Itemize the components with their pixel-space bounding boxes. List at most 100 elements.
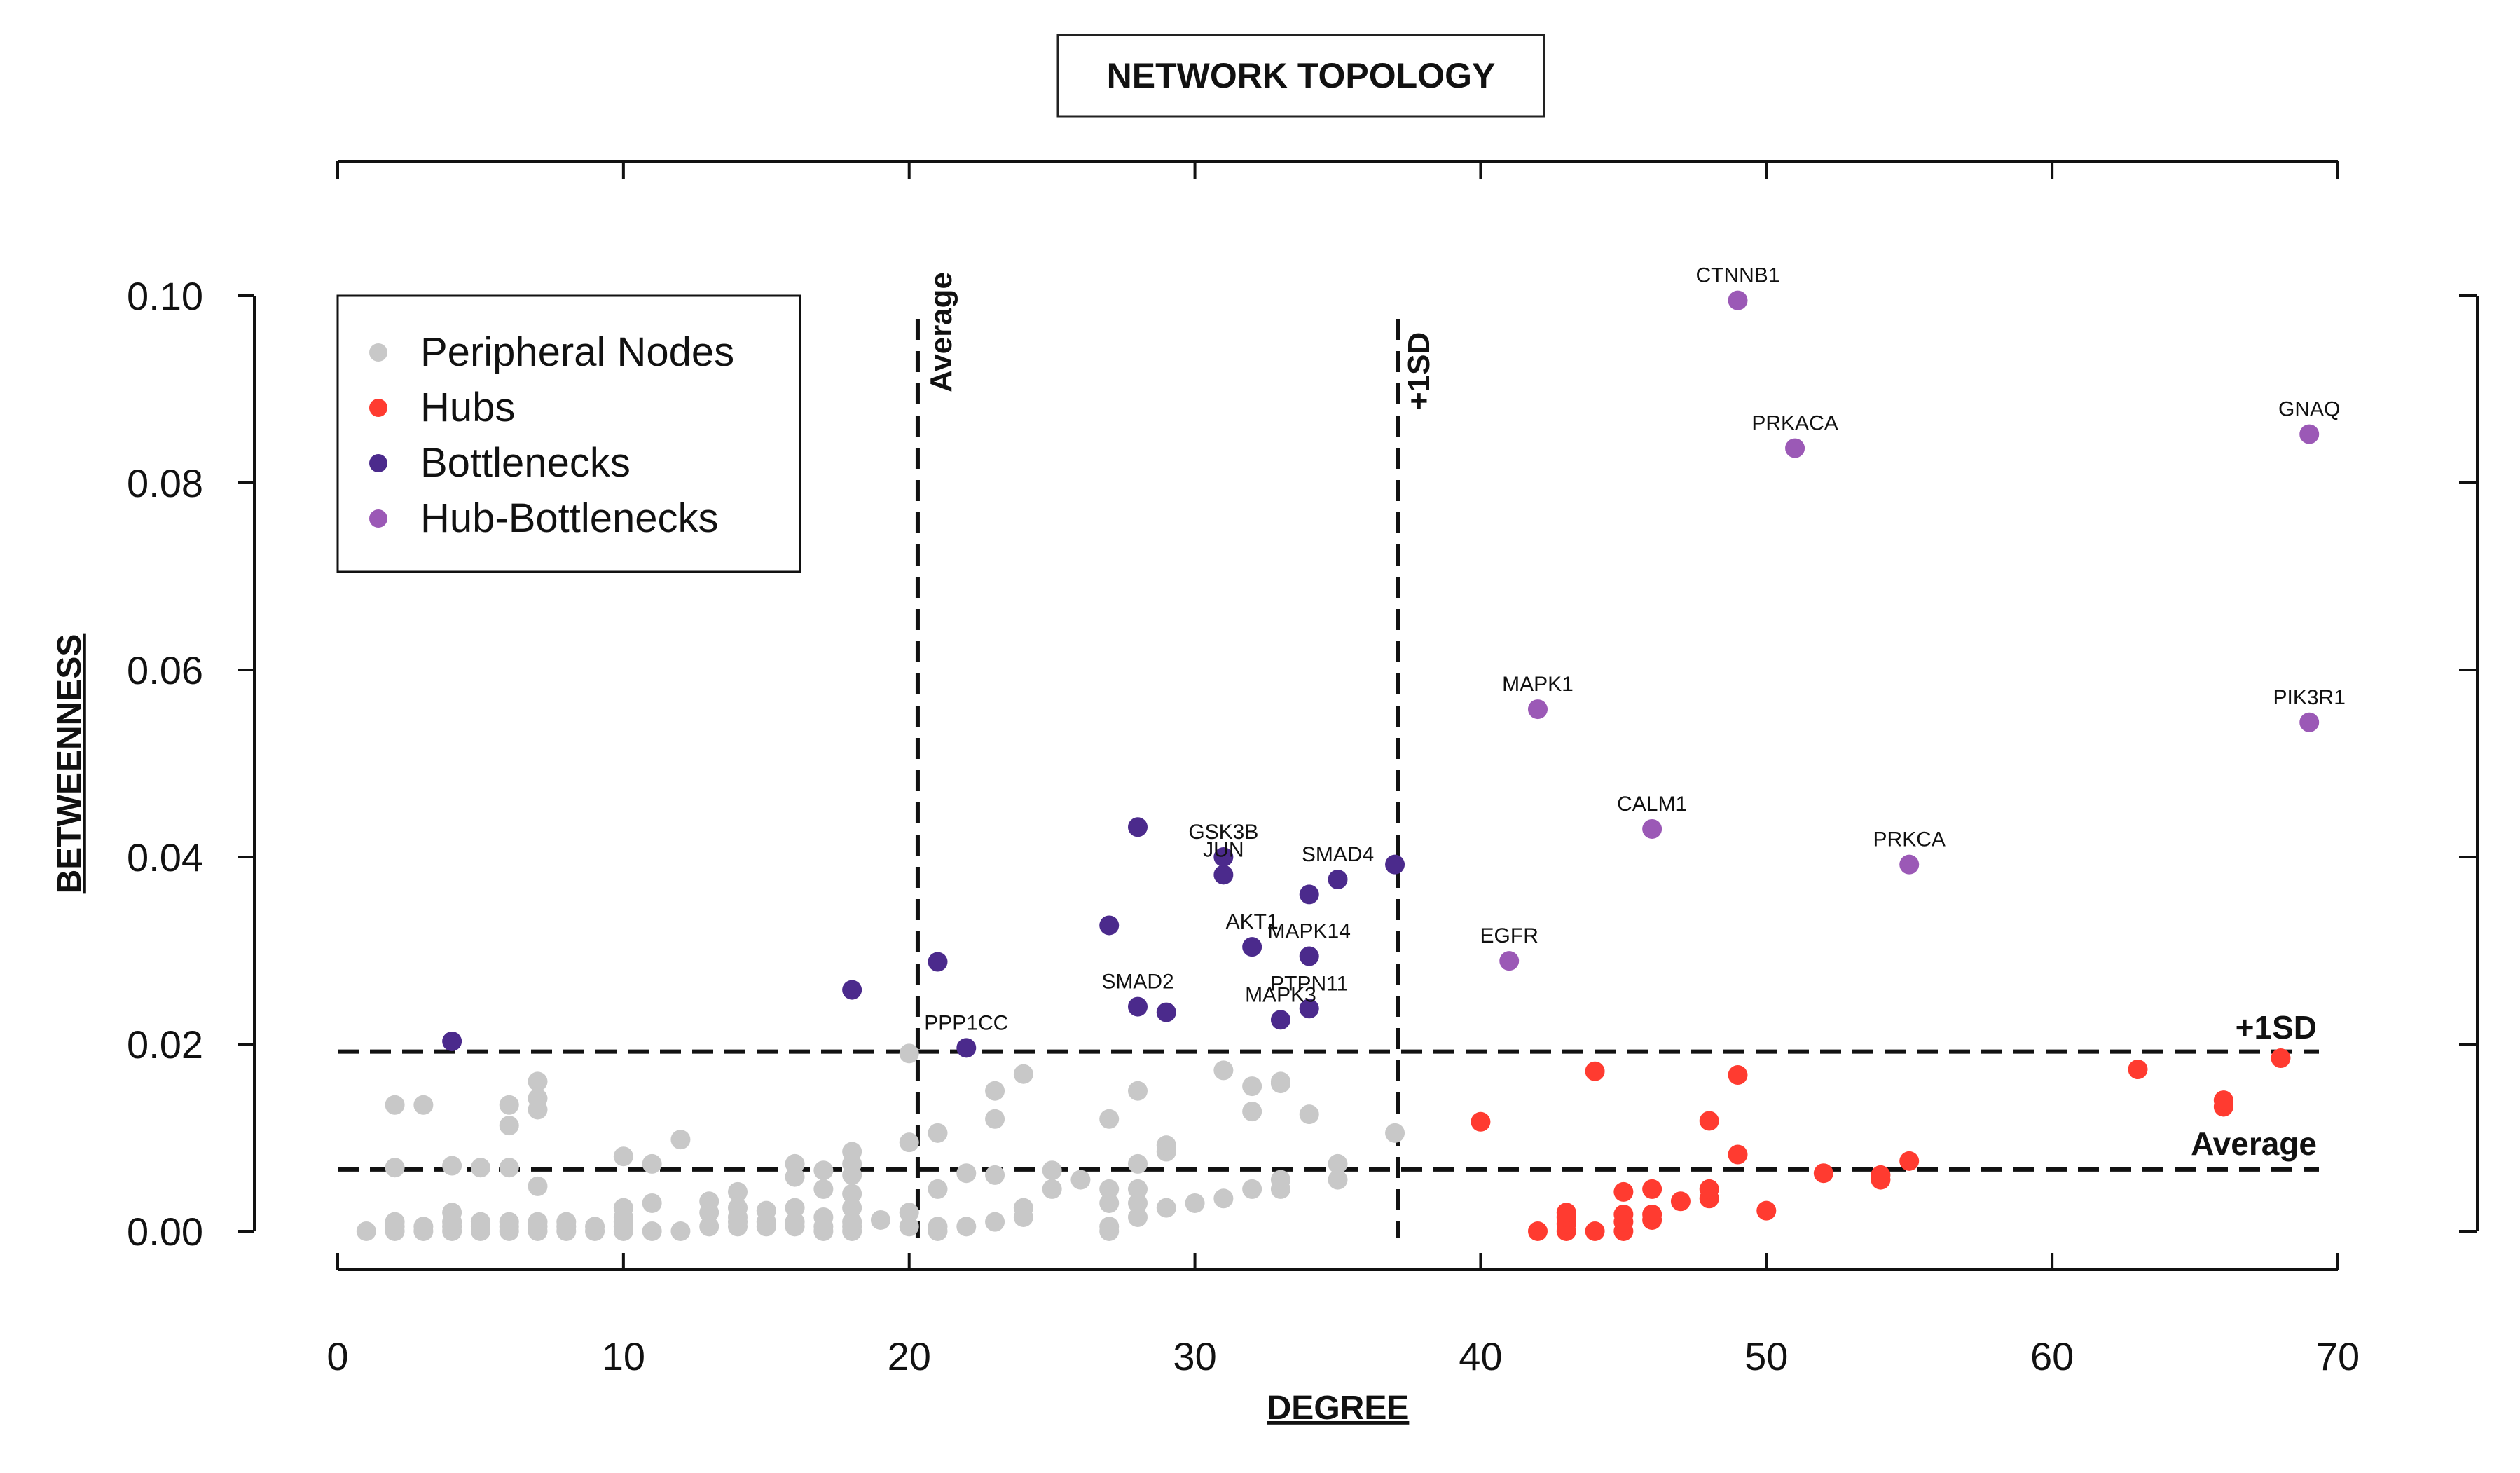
y-tick-label: 0.08 — [127, 461, 203, 505]
point-peripheral-nodes — [1128, 1081, 1148, 1101]
point-hubs — [1471, 1111, 1491, 1132]
point-peripheral-nodes — [1099, 1179, 1120, 1199]
point-hubs — [1813, 1163, 1833, 1184]
gene-label-ptpn11: PTPN11 — [1270, 972, 1348, 995]
point-peripheral-nodes — [985, 1212, 1005, 1232]
point-hub-bottlenecks — [2299, 424, 2320, 444]
point-peripheral-nodes — [413, 1095, 434, 1115]
point-peripheral-nodes — [1242, 1076, 1262, 1097]
point-bottlenecks — [1270, 1010, 1290, 1030]
point-peripheral-nodes — [1128, 1207, 1148, 1227]
point-hubs — [1871, 1165, 1891, 1185]
data-points — [356, 290, 2320, 1241]
point-peripheral-nodes — [1099, 1217, 1120, 1237]
gene-label-gnaq: GNAQ — [2278, 398, 2340, 421]
point-hubs — [1756, 1200, 1777, 1221]
point-peripheral-nodes — [642, 1193, 662, 1213]
y-tick-label: 0.00 — [127, 1210, 203, 1254]
point-peripheral-nodes — [842, 1142, 862, 1162]
gene-label-mapk14: MAPK14 — [1268, 920, 1351, 943]
point-peripheral-nodes — [956, 1217, 977, 1237]
point-hub-bottlenecks — [2299, 712, 2320, 732]
point-peripheral-nodes — [985, 1081, 1005, 1101]
point-peripheral-nodes — [985, 1165, 1005, 1185]
point-peripheral-nodes — [470, 1158, 490, 1178]
x-tick-label: 40 — [1459, 1334, 1502, 1378]
chart-title: NETWORK TOPOLOGY — [1107, 56, 1496, 95]
point-peripheral-nodes — [1213, 1188, 1234, 1209]
x-tick-label: 10 — [602, 1334, 645, 1378]
point-peripheral-nodes — [1270, 1071, 1290, 1092]
point-peripheral-nodes — [413, 1217, 434, 1237]
x-tick-label: 50 — [1744, 1334, 1788, 1378]
legend-marker-peripheral-nodes — [369, 343, 387, 362]
point-peripheral-nodes — [556, 1212, 577, 1232]
point-hub-bottlenecks — [1499, 951, 1520, 971]
point-peripheral-nodes — [642, 1153, 662, 1174]
legend-label-hub-bottlenecks: Hub-Bottlenecks — [420, 495, 719, 541]
point-peripheral-nodes — [785, 1212, 805, 1232]
point-peripheral-nodes — [1128, 1179, 1148, 1199]
x-tick-label: 20 — [888, 1334, 931, 1378]
point-hub-bottlenecks — [1642, 818, 1662, 839]
gene-label-prkaca: PRKACA — [1751, 412, 1838, 435]
legend-label-hubs: Hubs — [420, 385, 515, 430]
point-peripheral-nodes — [670, 1130, 691, 1150]
point-peripheral-nodes — [442, 1203, 462, 1223]
point-peripheral-nodes — [1328, 1170, 1348, 1190]
point-peripheral-nodes — [1156, 1198, 1176, 1218]
legend-box — [336, 294, 801, 573]
point-peripheral-nodes — [899, 1043, 919, 1064]
x-tick-label: 70 — [2316, 1334, 2360, 1378]
legend-label-peripheral-nodes: Peripheral Nodes — [420, 329, 734, 375]
point-peripheral-nodes — [842, 1212, 862, 1232]
point-peripheral-nodes — [442, 1156, 462, 1176]
point-peripheral-nodes — [842, 1198, 862, 1218]
betweenness-average-label: Average — [2191, 1125, 2317, 1162]
point-peripheral-nodes — [470, 1212, 490, 1232]
point-peripheral-nodes — [528, 1088, 548, 1109]
point-bottlenecks — [956, 1038, 977, 1058]
gene-label-pik3r1: PIK3R1 — [2273, 686, 2346, 709]
point-peripheral-nodes — [642, 1221, 662, 1241]
legend: Peripheral Nodes Hubs Bottlenecks Hub-Bo… — [336, 294, 801, 573]
point-peripheral-nodes — [385, 1212, 405, 1232]
point-peripheral-nodes — [785, 1198, 805, 1218]
y-tick-label: 0.06 — [127, 648, 203, 692]
point-hubs — [1899, 1151, 1920, 1171]
point-hub-bottlenecks — [1728, 290, 1748, 310]
point-hubs — [1699, 1179, 1719, 1199]
point-peripheral-nodes — [528, 1176, 548, 1196]
gene-label-mapk1: MAPK1 — [1502, 673, 1574, 696]
point-peripheral-nodes — [813, 1179, 834, 1199]
point-bottlenecks — [1328, 870, 1348, 890]
gene-label-mapk3: MAPK3 — [1245, 983, 1316, 1006]
point-peripheral-nodes — [499, 1212, 519, 1232]
point-hubs — [1728, 1065, 1748, 1085]
point-peripheral-nodes — [899, 1217, 919, 1237]
point-peripheral-nodes — [928, 1179, 948, 1199]
point-peripheral-nodes — [528, 1212, 548, 1232]
gene-label-gsk3b: GSK3B — [1188, 821, 1258, 844]
point-hub-bottlenecks — [1899, 854, 1920, 875]
point-peripheral-nodes — [1270, 1170, 1290, 1190]
point-peripheral-nodes — [1128, 1153, 1148, 1174]
point-hubs — [2128, 1060, 2148, 1080]
chart-title-group: NETWORK TOPOLOGY — [1056, 34, 1545, 118]
point-peripheral-nodes — [1128, 1193, 1148, 1213]
gene-label-jun: JUN — [1203, 838, 1244, 861]
point-bottlenecks — [928, 952, 948, 972]
point-peripheral-nodes — [985, 1109, 1005, 1129]
point-hub-bottlenecks — [1528, 699, 1548, 720]
point-bottlenecks — [1213, 847, 1234, 867]
gene-label-ppp1cc: PPP1CC — [924, 1011, 1008, 1034]
point-hubs — [2271, 1048, 2291, 1069]
betweenness-plus1sd-label: +1SD — [2236, 1009, 2317, 1046]
point-peripheral-nodes — [1099, 1109, 1120, 1129]
point-bottlenecks — [1299, 946, 1319, 966]
point-peripheral-nodes — [1013, 1064, 1033, 1084]
point-bottlenecks — [842, 980, 862, 1000]
point-peripheral-nodes — [670, 1221, 691, 1241]
gene-label-calm1: CALM1 — [1617, 793, 1687, 816]
